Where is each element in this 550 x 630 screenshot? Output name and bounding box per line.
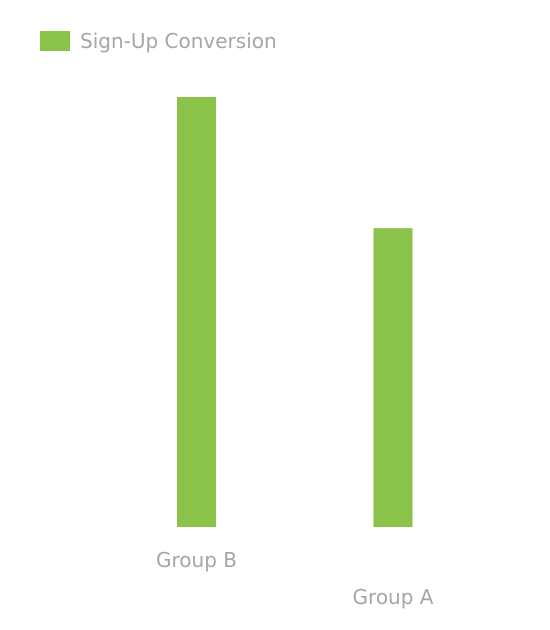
legend-label: Sign-Up Conversion: [80, 29, 277, 53]
bar-group-a: [373, 228, 413, 527]
legend-swatch: [40, 31, 70, 51]
bar-group-b: [177, 97, 216, 527]
x-tick-label: Group A: [353, 585, 434, 609]
x-tick-label: Group B: [156, 548, 237, 572]
legend: Sign-Up Conversion: [40, 29, 277, 53]
